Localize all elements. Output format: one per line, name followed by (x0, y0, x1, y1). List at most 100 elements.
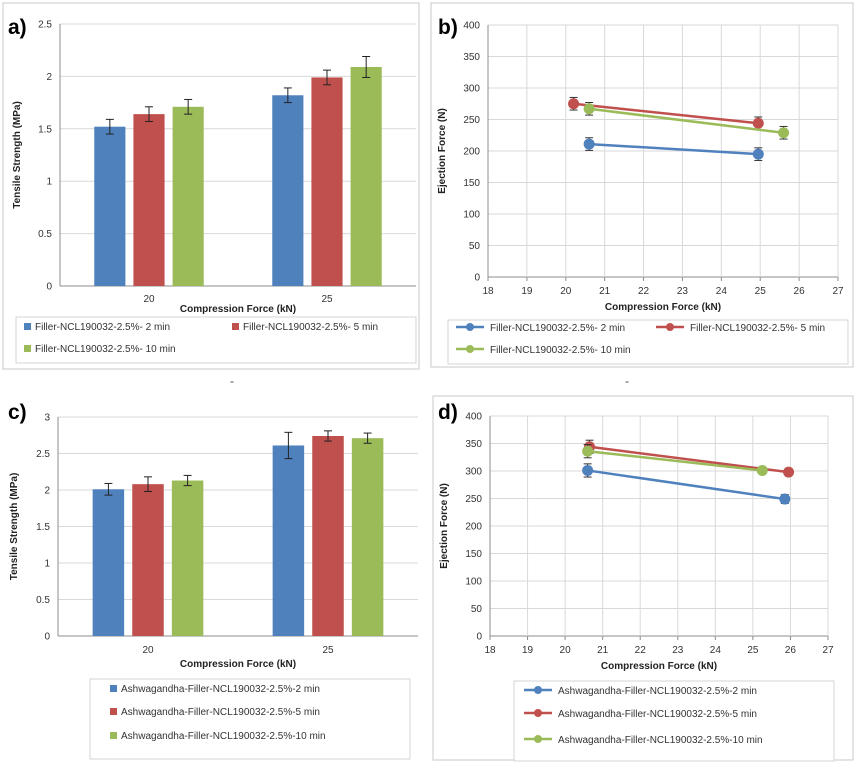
x-tick-label: 20 (143, 294, 155, 305)
y-tick-label: 2.5 (38, 20, 52, 31)
y-tick-label: 400 (463, 21, 480, 32)
data-point (582, 464, 594, 476)
y-tick-label: 150 (465, 549, 482, 560)
x-tick-label: 20 (560, 286, 572, 297)
x-tick-label: 25 (321, 294, 333, 305)
x-tick-label: 22 (638, 286, 650, 297)
legend-swatch (110, 708, 117, 715)
chart-panel-c: 0 0.5 1 1.5 2 2.5 3 20 25 Tensile Strength (MPa) C… (2, 395, 422, 763)
x-tick-label: 18 (484, 645, 496, 656)
panel-label-b: b) (438, 16, 458, 39)
y-tick-label: 250 (465, 494, 482, 505)
legend-marker (666, 323, 674, 331)
bar (311, 77, 343, 286)
bar (133, 114, 165, 287)
data-point (752, 148, 764, 160)
y-tick-label: 50 (471, 604, 483, 615)
x-axis-label: Compression Force (kN) (605, 302, 721, 313)
series-line (588, 107, 784, 134)
legend-swatch (24, 345, 31, 352)
y-axis-label: Ejection Force (N) (437, 108, 448, 194)
y-tick-label: 0 (474, 273, 480, 284)
series-line (573, 102, 759, 125)
panel-label-d: d) (438, 401, 458, 424)
legend-label: Ashwagandha-Filler-NCL190032-2.5%-10 min (121, 731, 326, 742)
series-line (589, 445, 789, 474)
bar (94, 126, 126, 286)
legend-label: Ashwagandha-Filler-NCL190032-2.5%-10 min (558, 735, 763, 746)
x-tick-label: 24 (710, 645, 722, 656)
legend-label: Ashwagandha-Filler-NCL190032-2.5%-2 min (558, 686, 757, 697)
y-tick-label: 1 (46, 177, 52, 188)
data-point (752, 117, 764, 129)
y-tick-label: 0 (46, 282, 52, 293)
bar (351, 438, 384, 636)
stray-dash-right: - (625, 374, 629, 388)
y-tick-label: 0.5 (36, 595, 50, 606)
x-tick-label: 27 (832, 286, 844, 297)
y-tick-label: 100 (465, 577, 482, 588)
chart-d-svg: 0 50 100 150 200 250 300 350 400 18 19 20 21 22 23 24 25… (432, 395, 854, 762)
chart-panel-d: 0 50 100 150 200 250 300 350 400 18 19 20 21 22 23 24 25… (432, 395, 854, 762)
x-tick-label: 26 (794, 286, 806, 297)
data-point (583, 138, 595, 150)
bar (132, 484, 164, 636)
x-tick-label: 19 (521, 286, 533, 297)
legend-swatch (24, 323, 31, 330)
y-tick-label: 2 (46, 72, 52, 83)
y-tick-label: 150 (463, 178, 480, 189)
x-tick-label: 19 (522, 645, 534, 656)
x-tick-label: 25 (322, 645, 334, 656)
x-tick-label: 20 (142, 645, 154, 656)
legend-box (89, 678, 411, 760)
chart-c-svg: 0 0.5 1 1.5 2 2.5 3 20 25 Tensile Strength (MPa) C… (9, 413, 418, 760)
legend-box (447, 319, 849, 365)
legend-marker (534, 686, 542, 694)
x-tick-label: 25 (755, 286, 767, 297)
x-tick-label: 21 (599, 286, 611, 297)
bar (272, 95, 304, 286)
legend-marker (534, 735, 542, 743)
x-tick-label: 24 (716, 286, 728, 297)
bar (92, 489, 125, 636)
y-tick-label: 100 (463, 210, 480, 221)
data-point (583, 103, 595, 115)
y-tick-label: 350 (465, 439, 482, 450)
chart-a-svg: 0 0.5 1 1.5 2 2.5 20 25 Tensile Strength (MPa) Co… (2, 2, 420, 370)
legend-label: Filler-NCL190032-2.5%- 2 min (35, 322, 170, 333)
bar (172, 106, 204, 287)
legend-label: Filler-NCL190032-2.5%- 5 min (690, 323, 825, 334)
y-tick-label: 0 (44, 632, 50, 643)
y-tick-label: 400 (465, 412, 482, 423)
y-axis-label: Tensile Strength (MPa) (9, 473, 20, 581)
legend-label: Filler-NCL190032-2.5%- 10 min (490, 345, 631, 356)
x-tick-label: 26 (785, 645, 797, 656)
bar (272, 445, 305, 636)
y-axis-label: Tensile Strength (MPa) (12, 101, 23, 209)
bar (350, 66, 382, 286)
x-tick-label: 20 (560, 645, 572, 656)
y-tick-label: 250 (463, 115, 480, 126)
y-tick-label: 200 (463, 147, 480, 158)
legend-label: Ashwagandha-Filler-NCL190032-2.5%-5 min (121, 707, 320, 718)
y-tick-label: 350 (463, 52, 480, 63)
panel-label-c: c) (8, 401, 27, 424)
chart-border (430, 2, 854, 368)
legend-label: Filler-NCL190032-2.5%- 2 min (490, 323, 625, 334)
legend-label: Ashwagandha-Filler-NCL190032-2.5%-2 min (121, 684, 320, 695)
legend-label: Ashwagandha-Filler-NCL190032-2.5%-5 min (558, 709, 757, 720)
data-point (582, 445, 594, 457)
y-tick-label: 2 (44, 486, 50, 497)
y-tick-label: 300 (465, 467, 482, 478)
x-tick-label: 23 (677, 286, 689, 297)
x-tick-label: 22 (635, 645, 647, 656)
x-axis-label: Compression Force (kN) (180, 304, 296, 315)
y-tick-label: 0.5 (38, 229, 52, 240)
y-tick-label: 300 (463, 84, 480, 95)
y-tick-label: 200 (465, 522, 482, 533)
chart-b-svg: 0 50 100 150 200 250 300 350 400 18 19 20 21 22 23 24 25… (430, 2, 854, 368)
y-tick-label: 2.5 (36, 449, 50, 460)
x-axis-label: Compression Force (kN) (180, 659, 296, 670)
bar (312, 435, 344, 636)
panel-label-a: a) (8, 16, 27, 39)
